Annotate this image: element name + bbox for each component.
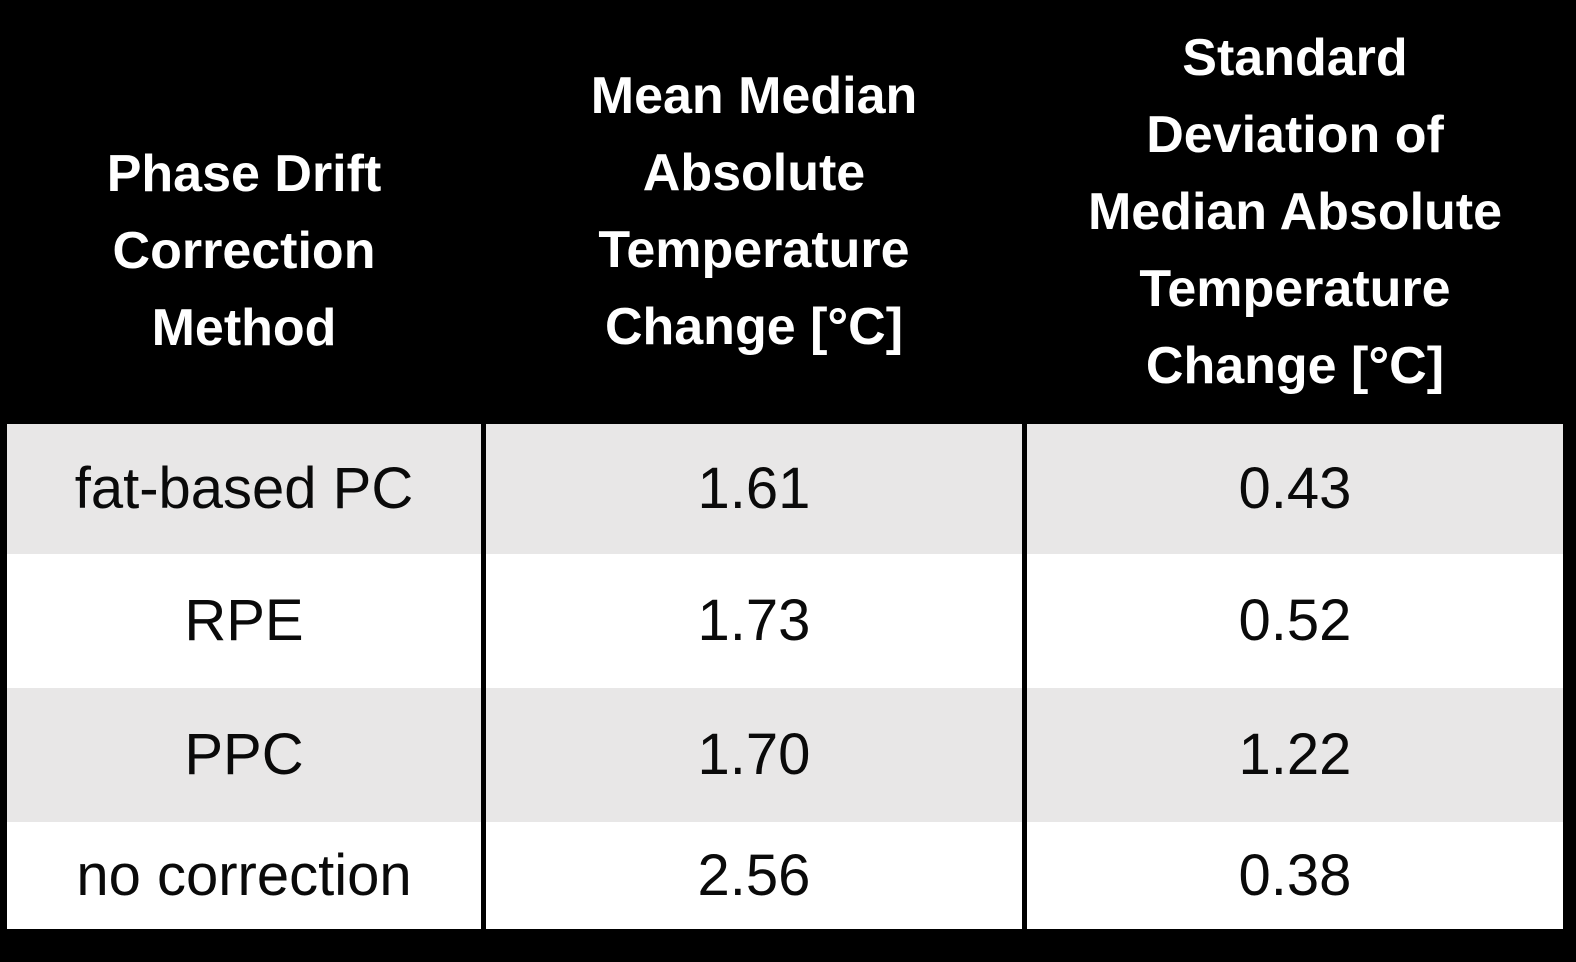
mean-change-cell: 1.73: [481, 554, 1022, 688]
mean-change-cell: 2.56: [481, 822, 1022, 929]
column-header-std-change: Standard Deviation of Median Absolute Te…: [1022, 0, 1563, 424]
method-cell: PPC: [7, 688, 481, 822]
std-change-cell: 0.43: [1022, 424, 1563, 554]
method-cell: fat-based PC: [7, 424, 481, 554]
mean-change-cell: 1.70: [481, 688, 1022, 822]
column-header-mean-change: Mean Median Absolute Temperature Change …: [481, 0, 1022, 424]
std-change-cell: 0.38: [1022, 822, 1563, 929]
method-cell: RPE: [7, 554, 481, 688]
method-cell: no correction: [7, 822, 481, 929]
phase-drift-correction-table: Phase Drift Correction Method Mean Media…: [7, 0, 1563, 929]
column-header-method: Phase Drift Correction Method: [7, 0, 481, 424]
std-change-cell: 0.52: [1022, 554, 1563, 688]
std-change-cell: 1.22: [1022, 688, 1563, 822]
mean-change-cell: 1.61: [481, 424, 1022, 554]
